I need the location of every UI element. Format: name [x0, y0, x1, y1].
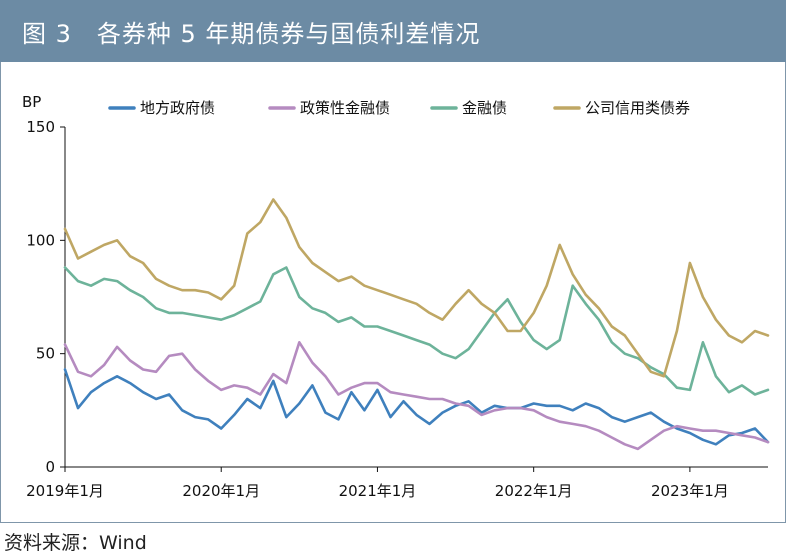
line-chart: BP 0 50 100 150 2019年1月 2020年1月 2021年1月 2022年1… [22, 93, 770, 500]
chart-title-bar: 图 3 各券种 5 年期债券与国债利差情况 [0, 0, 786, 62]
x-tick-label: 2020年1月 [182, 482, 260, 500]
series-line-1 [63, 368, 770, 446]
source-note: 资料来源：Wind [4, 532, 147, 554]
legend-label: 金融债 [462, 99, 507, 117]
chart-title: 图 3 各券种 5 年期债券与国债利差情况 [22, 20, 481, 48]
series-line-3 [63, 266, 770, 396]
x-tick-label: 2022年1月 [495, 482, 573, 500]
series-line-2 [63, 340, 770, 451]
y-tick-label: 0 [45, 458, 55, 476]
x-tick-label: 2019年1月 [26, 482, 104, 500]
series-line-4 [63, 198, 770, 378]
y-tick-label: 50 [36, 345, 55, 363]
legend-label: 地方政府债 [140, 99, 215, 117]
legend-label: 政策性金融债 [300, 99, 390, 117]
x-tick-label: 2021年1月 [339, 482, 417, 500]
y-tick-label: 100 [26, 231, 55, 249]
y-axis-unit-label: BP [22, 93, 41, 111]
y-tick-label: 150 [26, 118, 55, 136]
x-tick-label: 2023年1月 [651, 482, 729, 500]
legend-label: 公司信用类债券 [585, 99, 690, 117]
